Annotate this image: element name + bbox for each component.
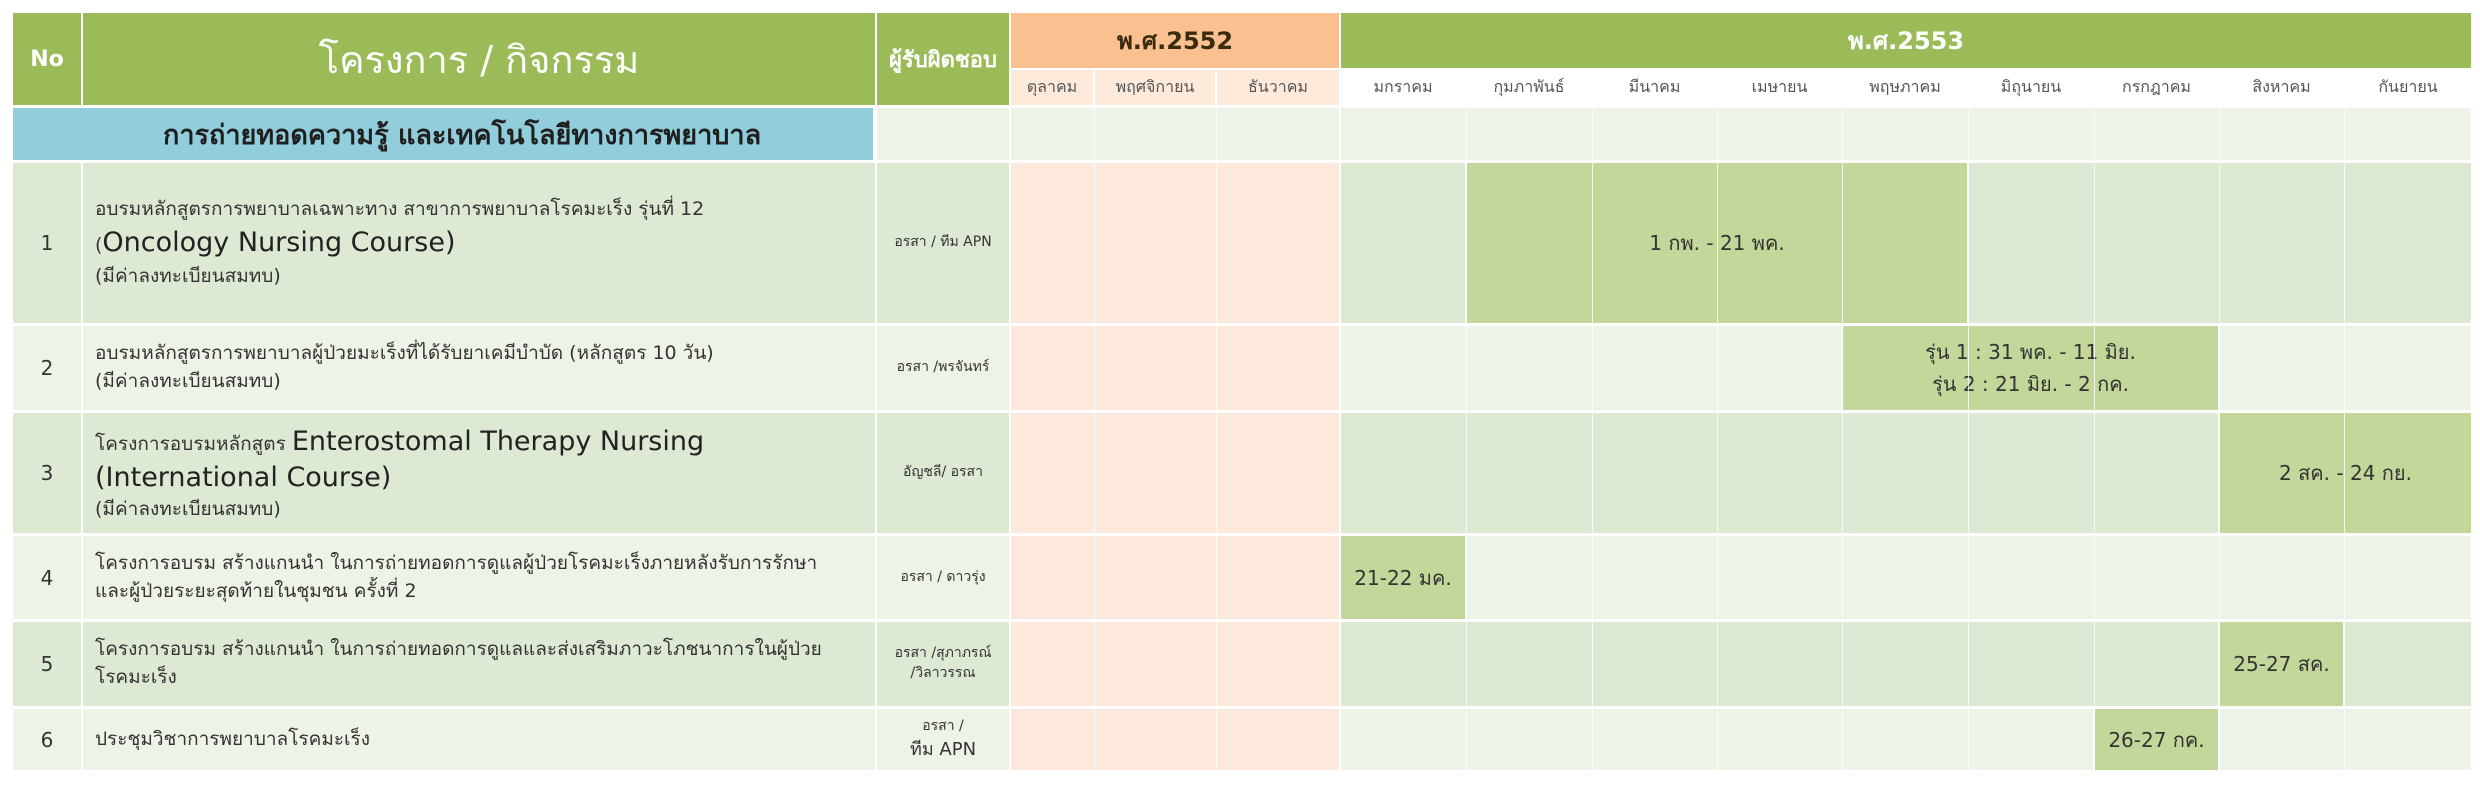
month-oct: ตุลาคม: [1011, 70, 1093, 105]
row-4-line1: โครงการอบรม สร้างแกนนำ ในการถ่ายทอดการดู…: [95, 551, 818, 574]
row-6-2552: [1011, 709, 1339, 770]
row-2-2552: [1011, 326, 1339, 410]
row-2-responsible: อรสา /พรจันทร์: [877, 326, 1009, 410]
month-may: พฤษภาคม: [1843, 70, 1967, 105]
row-2-bar-line1: รุ่น 1 : 31 พค. - 11 มิย.: [1925, 340, 2136, 364]
month-aug: สิงหาคม: [2220, 70, 2343, 105]
row-1-line3: (มีค่าลงทะเบียนสมทบ): [95, 264, 281, 287]
row-1-line2: (Oncology Nursing Course): [95, 227, 456, 259]
row-1-after: [1969, 163, 2471, 323]
row-4-2552: [1011, 536, 1339, 619]
row-4-responsible: อรสา / ดาวรุ่ง: [877, 536, 1009, 619]
row-6-project: ประชุมวิชาการพยาบาลโรคมะเร็ง: [83, 709, 875, 770]
row-5-line2: โรคมะเร็ง: [95, 666, 177, 688]
month-feb: กุมภาพันธ์: [1467, 70, 1591, 105]
row-5-no: 5: [13, 622, 81, 706]
row-6-no: 6: [13, 709, 81, 770]
row-5-after: [2345, 622, 2471, 706]
row-1-jan: [1341, 163, 1465, 323]
row-2-project: อบรมหลักสูตรการพยาบาลผู้ป่วยมะเร็งที่ได้…: [83, 326, 875, 410]
month-nov: พฤศจิกายน: [1095, 70, 1215, 105]
header-year-2553: พ.ศ.2553: [1341, 13, 2471, 68]
header-responsible: ผู้รับผิดชอบ: [877, 13, 1009, 105]
row-2-after: [2220, 326, 2471, 410]
month-jan: มกราคม: [1341, 70, 1465, 105]
month-sep: กันยายน: [2345, 70, 2471, 105]
month-dec: ธันวาคม: [1217, 70, 1339, 105]
row-2-bar-line2: รุ่น 2 : 21 มิย. - 2 กค.: [1932, 372, 2129, 396]
row-5-bar: 25-27 สค.: [2220, 622, 2343, 706]
row-3-line3: (มีค่าลงทะเบียนสมทบ): [95, 497, 281, 520]
row-1-2552: [1011, 163, 1339, 323]
header-no: No: [13, 13, 81, 105]
row-6-line1: ประชุมวิชาการพยาบาลโรคมะเร็ง: [95, 727, 371, 750]
row-6-after: [2220, 709, 2471, 770]
row-4-after: [1467, 536, 2471, 619]
row-3-no: 3: [13, 413, 81, 533]
row-2-before: [1341, 326, 1841, 410]
row-5-before: [1341, 622, 2218, 706]
row-2-line1: อบรมหลักสูตรการพยาบาลผู้ป่วยมะเร็งที่ได้…: [95, 342, 714, 365]
row-3-2552: [1011, 413, 1339, 533]
row-3-project: โครงการอบรมหลักสูตร Enterostomal Therapy…: [83, 413, 875, 533]
row-5-line1: โครงการอบรม สร้างแกนนำ ในการถ่ายทอดการดู…: [95, 638, 822, 661]
month-apr: เมษายน: [1718, 70, 1841, 105]
row-1-project: อบรมหลักสูตรการพยาบาลเฉพาะทาง สาขาการพยา…: [83, 163, 875, 323]
row-3-before: [1341, 413, 2218, 533]
row-4-no: 4: [13, 536, 81, 619]
row-3-bar: 2 สค. - 24 กย.: [2220, 413, 2471, 533]
row-3-responsible: อัญชลี/ อรสา: [877, 413, 1009, 533]
row-5-project: โครงการอบรม สร้างแกนนำ ในการถ่ายทอดการดู…: [83, 622, 875, 706]
section-title: การถ่ายทอดความรู้ และเทคโนโลยีทางการพยาบ…: [13, 108, 873, 160]
row-5-responsible: อรสา /สุภาภรณ์ /วิลาวรรณ: [877, 622, 1009, 706]
row-6-bar: 26-27 กค.: [2095, 709, 2218, 770]
row-3-line2: (International Course): [95, 462, 392, 494]
section-2552-cell: [1011, 108, 1339, 160]
section-resp-cell: [877, 108, 1009, 160]
row-2-no: 2: [13, 326, 81, 410]
row-5-2552: [1011, 622, 1339, 706]
row-1-responsible: อรสา / ทีม APN: [877, 163, 1009, 323]
header-year-2552: พ.ศ.2552: [1011, 13, 1339, 68]
row-2-bar: รุ่น 1 : 31 พค. - 11 มิย. รุ่น 2 : 21 มิ…: [1843, 326, 2218, 410]
row-6-responsible: อรสา / ทีม APN: [877, 709, 1009, 770]
header-project: โครงการ / กิจกรรม: [83, 13, 875, 105]
month-jul: กรกฎาคม: [2095, 70, 2218, 105]
row-1-bar: 1 กพ. - 21 พค.: [1467, 163, 1967, 323]
row-4-line2: และผู้ป่วยระยะสุดท้ายในชุมชน ครั้งที่ 2: [95, 579, 417, 602]
row-3-line1: โครงการอบรมหลักสูตร Enterostomal Therapy…: [95, 425, 705, 457]
row-1-line1: อบรมหลักสูตรการพยาบาลเฉพาะทาง สาขาการพยา…: [95, 197, 705, 220]
month-mar: มีนาคม: [1593, 70, 1716, 105]
row-1-no: 1: [13, 163, 81, 323]
row-6-before: [1341, 709, 2093, 770]
row-4-bar: 21-22 มค.: [1341, 536, 1465, 619]
month-jun: มิถุนายน: [1969, 70, 2093, 105]
row-4-project: โครงการอบรม สร้างแกนนำ ในการถ่ายทอดการดู…: [83, 536, 875, 619]
project-schedule-table: No โครงการ / กิจกรรม ผู้รับผิดชอบ พ.ศ.25…: [13, 13, 2471, 770]
row-2-line2: (มีค่าลงทะเบียนสมทบ): [95, 370, 281, 392]
section-2553-cell: [1341, 108, 2471, 160]
